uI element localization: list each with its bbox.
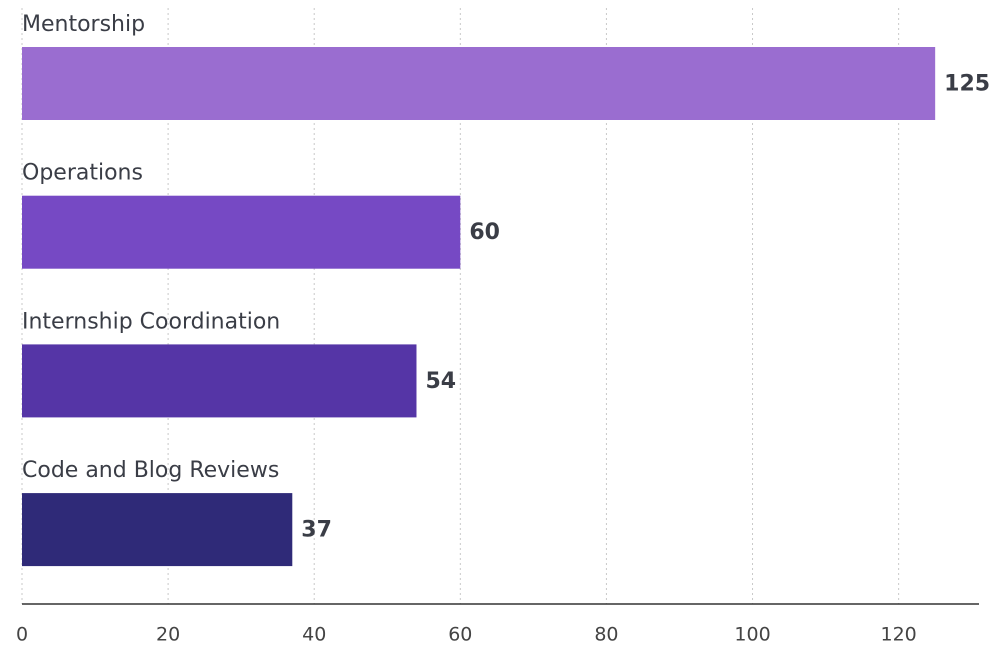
- value-label: 37: [301, 518, 332, 543]
- x-tick-label: 80: [594, 624, 618, 645]
- bar: [22, 493, 293, 567]
- x-tick-label: 0: [16, 624, 28, 645]
- category-label: Code and Blog Reviews: [22, 458, 279, 483]
- x-tick-label: 100: [734, 624, 770, 645]
- x-tick-label: 120: [881, 624, 917, 645]
- x-tick-label: 20: [156, 624, 180, 645]
- x-tick-label: 40: [302, 624, 326, 645]
- value-label: 54: [425, 369, 456, 394]
- value-label: 60: [469, 220, 500, 245]
- x-tick-label: 60: [448, 624, 472, 645]
- bar: [22, 195, 461, 269]
- bar: [22, 47, 936, 120]
- category-label: Mentorship: [22, 12, 145, 37]
- category-label: Operations: [22, 161, 143, 186]
- bar: [22, 344, 417, 418]
- value-label: 125: [944, 72, 990, 97]
- category-label: Internship Coordination: [22, 309, 280, 334]
